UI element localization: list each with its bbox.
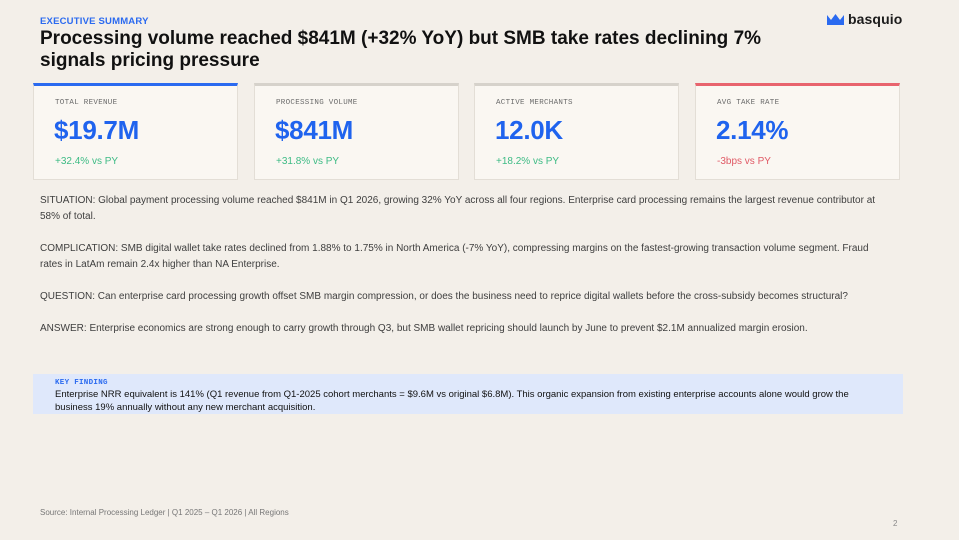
key-finding-label: KEY FINDING [55,379,108,387]
brand-logo: basquio [827,11,902,27]
question-paragraph: QUESTION: Can enterprise card processing… [40,291,848,302]
kpi-delta: -3bps vs PY [717,156,771,167]
kpi-label: TOTAL REVENUE [55,99,118,107]
kpi-row: TOTAL REVENUE $19.7M +32.4% vs PY PROCES… [33,83,901,180]
kpi-delta: +31.8% vs PY [276,156,340,167]
kpi-card-avg-take-rate: AVG TAKE RATE 2.14% -3bps vs PY [695,83,900,180]
brand-name: basquio [848,11,903,27]
kpi-value: 2.14% [716,115,789,145]
kpi-delta: +18.2% vs PY [496,156,560,167]
answer-paragraph: ANSWER: Enterprise economics are strong … [40,323,808,334]
kpi-label: PROCESSING VOLUME [276,99,358,107]
key-finding-text: Enterprise NRR equivalent is 141% (Q1 re… [55,389,849,413]
kpi-value: $841M [275,115,353,145]
kpi-value: $19.7M [54,115,139,145]
kpi-label: ACTIVE MERCHANTS [496,99,573,107]
page-number: 2 [893,519,898,528]
kpi-card-total-revenue: TOTAL REVENUE $19.7M +32.4% vs PY [33,83,238,180]
kpi-card-active-merchants: ACTIVE MERCHANTS 12.0K +18.2% vs PY [474,83,679,180]
crown-icon [827,13,844,25]
narrative: SITUATION: Global payment processing vol… [40,193,890,353]
kpi-label: AVG TAKE RATE [717,99,780,107]
complication-paragraph: COMPLICATION: SMB digital wallet take ra… [40,243,869,270]
source-note: Source: Internal Processing Ledger | Q1 … [40,508,289,517]
kpi-value: 12.0K [495,115,563,145]
kpi-delta: +32.4% vs PY [55,156,119,167]
key-finding-callout: KEY FINDING Enterprise NRR equivalent is… [33,374,903,414]
situation-paragraph: SITUATION: Global payment processing vol… [40,195,876,222]
section-eyebrow: EXECUTIVE SUMMARY [40,16,149,27]
kpi-card-processing-volume: PROCESSING VOLUME $841M +31.8% vs PY [254,83,459,180]
slide-title: Processing volume reached $841M (+32% Yo… [40,28,762,71]
